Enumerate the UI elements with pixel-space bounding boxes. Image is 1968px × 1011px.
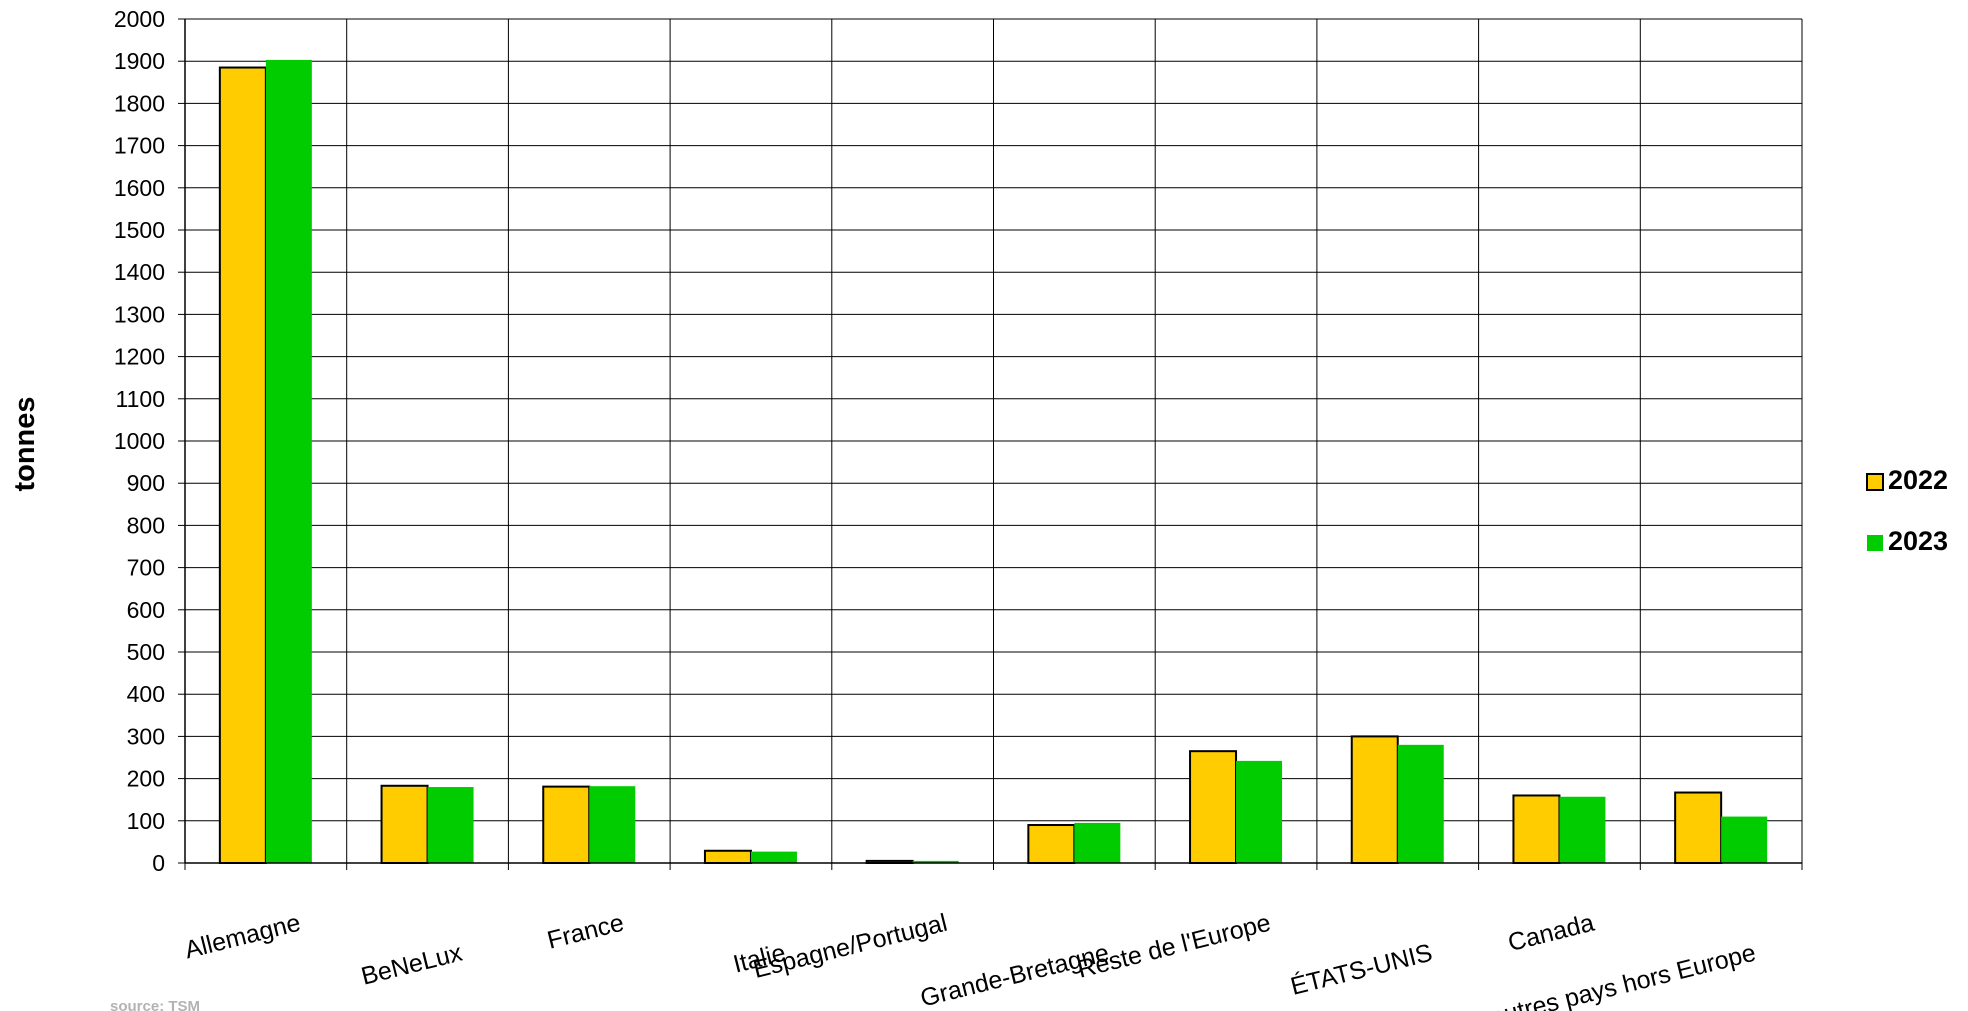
y-tick-label: 700 — [127, 555, 165, 581]
legend-label-2023: 2023 — [1888, 526, 1948, 556]
y-tick-label: 100 — [127, 808, 165, 834]
y-tick-label: 600 — [127, 597, 165, 623]
y-tick-label: 0 — [152, 850, 165, 876]
y-tick-label: 1500 — [114, 217, 165, 243]
bar-2023-6 — [1236, 760, 1283, 863]
bar-2022-2 — [542, 785, 591, 864]
y-tick-label: 1300 — [114, 301, 165, 327]
legend-label-2022: 2022 — [1888, 465, 1948, 495]
bar-2023-9 — [1721, 816, 1768, 863]
y-tick-label: 1600 — [114, 175, 165, 201]
y-tick-label: 200 — [127, 766, 165, 792]
bar-2022-6 — [1189, 750, 1238, 864]
x-category-label: France — [544, 909, 626, 955]
axes — [178, 18, 1803, 870]
bar-2022-8 — [1512, 794, 1561, 864]
bar-2023-7 — [1397, 744, 1444, 863]
bar-2023-0 — [265, 59, 312, 863]
y-tick-label: 1800 — [114, 90, 165, 116]
y-tick-label: 1900 — [114, 48, 165, 74]
x-axis-labels: AllemagneBeNeLuxFranceItalieEspagne/Port… — [182, 909, 1759, 1011]
source-note: source: TSM — [110, 998, 200, 1011]
y-axis-label: tonnes — [9, 396, 41, 491]
y-tick-label: 1200 — [114, 344, 165, 370]
gridlines — [185, 18, 1803, 864]
y-tick-label: 1700 — [114, 133, 165, 159]
y-tick-label: 300 — [127, 723, 165, 749]
bar-2022-9 — [1674, 791, 1723, 864]
bar-2023-2 — [589, 786, 636, 863]
bar-2023-3 — [750, 851, 797, 863]
y-tick-label: 1400 — [114, 259, 165, 285]
y-tick-label: 900 — [127, 470, 165, 496]
y-tick-label: 400 — [127, 681, 165, 707]
x-category-label: Allemagne — [182, 909, 303, 965]
bar-2023-5 — [1074, 822, 1121, 863]
legend-swatch-2023 — [1867, 535, 1883, 551]
bar-2023-1 — [427, 787, 474, 863]
bar-2022-3 — [703, 849, 752, 865]
x-category-label: BeNeLux — [358, 939, 465, 991]
y-axis-ticks: 0 100 200 300 400 500 600 700 800 900 1000 1100 1200… — [114, 6, 165, 876]
bar-2022-0 — [218, 66, 267, 864]
bar-2022-1 — [380, 784, 429, 864]
legend-swatch-2022 — [1866, 473, 1884, 491]
y-tick-label: 1000 — [114, 428, 165, 454]
y-tick-label: 800 — [127, 512, 165, 538]
y-tick-label: 1100 — [116, 386, 165, 412]
bar-2022-7 — [1350, 735, 1399, 865]
x-category-label: Canada — [1505, 909, 1597, 957]
x-category-label: ÉTATS-UNIS — [1288, 938, 1436, 1001]
y-tick-label: 2000 — [114, 6, 165, 32]
y-tick-label: 500 — [127, 639, 165, 665]
bar-2023-4 — [912, 860, 959, 863]
legend: 2022 2023 — [1866, 465, 1948, 556]
bars — [218, 59, 1768, 865]
bar-2023-8 — [1559, 796, 1606, 863]
bar-2022-5 — [1027, 824, 1076, 865]
